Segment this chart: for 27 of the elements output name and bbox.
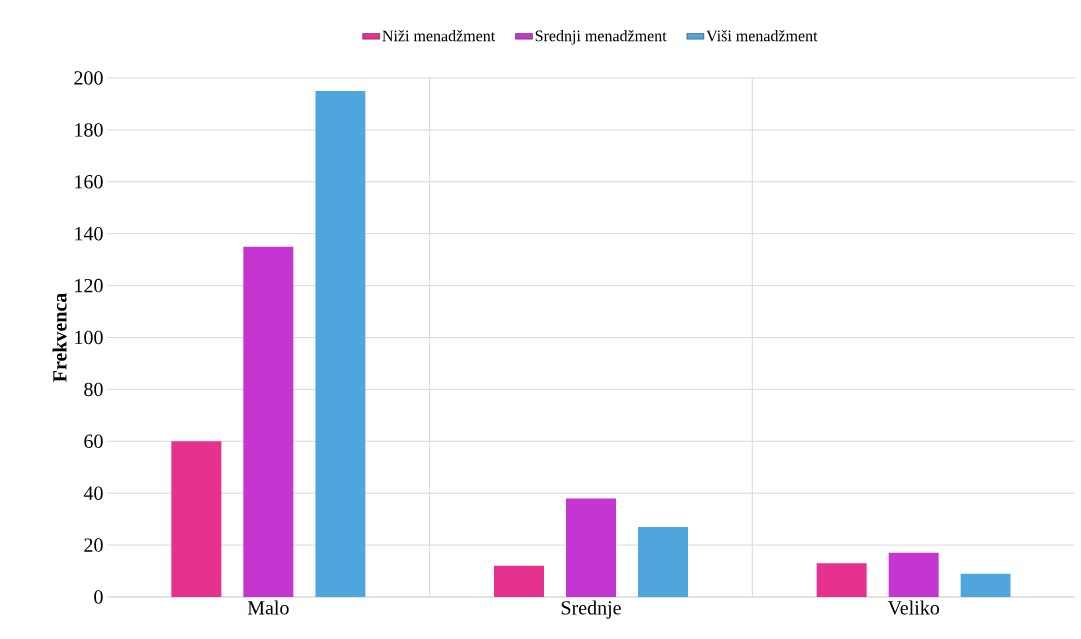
bar	[960, 573, 1011, 597]
y-tick-label: 60	[84, 434, 103, 449]
y-tick-label: 100	[75, 330, 103, 345]
bar	[494, 565, 545, 597]
x-tick-label: Malo	[247, 600, 289, 615]
bar	[888, 552, 939, 597]
y-tick-label: 180	[75, 123, 103, 137]
y-tick-label: 0	[94, 590, 103, 604]
y-tick-label: 40	[83, 486, 103, 500]
x-tick-label: Srednje	[561, 600, 621, 619]
y-tick-label: 120	[75, 278, 103, 293]
x-tick-label: Veliko	[887, 600, 940, 615]
bar	[638, 526, 689, 597]
y-tick-label: 80	[84, 382, 103, 397]
y-tick-label: 20	[84, 538, 103, 552]
bar	[816, 563, 867, 597]
y-tick-label: 200	[74, 71, 103, 85]
bar	[171, 441, 222, 597]
legend-label: Niži menadžment	[382, 30, 496, 42]
bar	[566, 498, 616, 597]
y-axis-title: Frekvenca	[52, 292, 67, 382]
y-tick-label: 160	[75, 175, 103, 189]
bar	[315, 90, 366, 597]
legend-label: Srednji menadžment	[535, 30, 667, 45]
y-tick-label: 140	[75, 226, 103, 241]
bar	[243, 246, 294, 597]
legend-label: Viši menadžment	[706, 30, 818, 42]
